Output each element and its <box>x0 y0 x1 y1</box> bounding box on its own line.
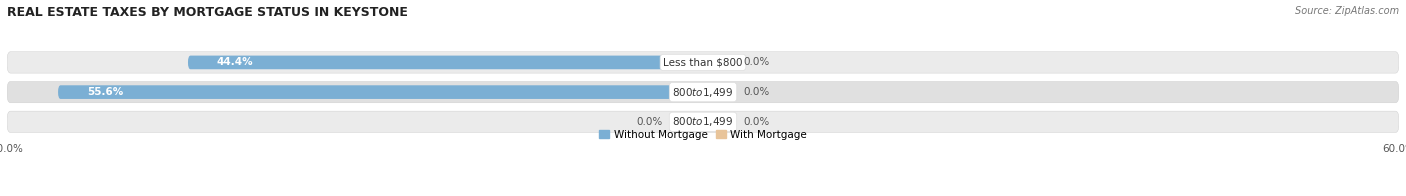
Text: 0.0%: 0.0% <box>636 117 662 127</box>
FancyBboxPatch shape <box>7 81 1399 103</box>
FancyBboxPatch shape <box>703 115 733 129</box>
FancyBboxPatch shape <box>703 85 733 99</box>
Text: 0.0%: 0.0% <box>744 117 770 127</box>
Text: $800 to $1,499: $800 to $1,499 <box>672 115 734 128</box>
Legend: Without Mortgage, With Mortgage: Without Mortgage, With Mortgage <box>595 125 811 144</box>
Text: 0.0%: 0.0% <box>744 87 770 97</box>
FancyBboxPatch shape <box>7 111 1399 132</box>
FancyBboxPatch shape <box>58 85 703 99</box>
FancyBboxPatch shape <box>703 56 733 69</box>
Text: Source: ZipAtlas.com: Source: ZipAtlas.com <box>1295 6 1399 16</box>
Text: 44.4%: 44.4% <box>217 57 253 67</box>
FancyBboxPatch shape <box>188 56 703 69</box>
Text: $800 to $1,499: $800 to $1,499 <box>672 86 734 99</box>
Text: 0.0%: 0.0% <box>744 57 770 67</box>
FancyBboxPatch shape <box>673 115 703 129</box>
Text: Less than $800: Less than $800 <box>664 57 742 67</box>
FancyBboxPatch shape <box>7 52 1399 73</box>
Text: REAL ESTATE TAXES BY MORTGAGE STATUS IN KEYSTONE: REAL ESTATE TAXES BY MORTGAGE STATUS IN … <box>7 6 408 19</box>
Text: 55.6%: 55.6% <box>87 87 124 97</box>
